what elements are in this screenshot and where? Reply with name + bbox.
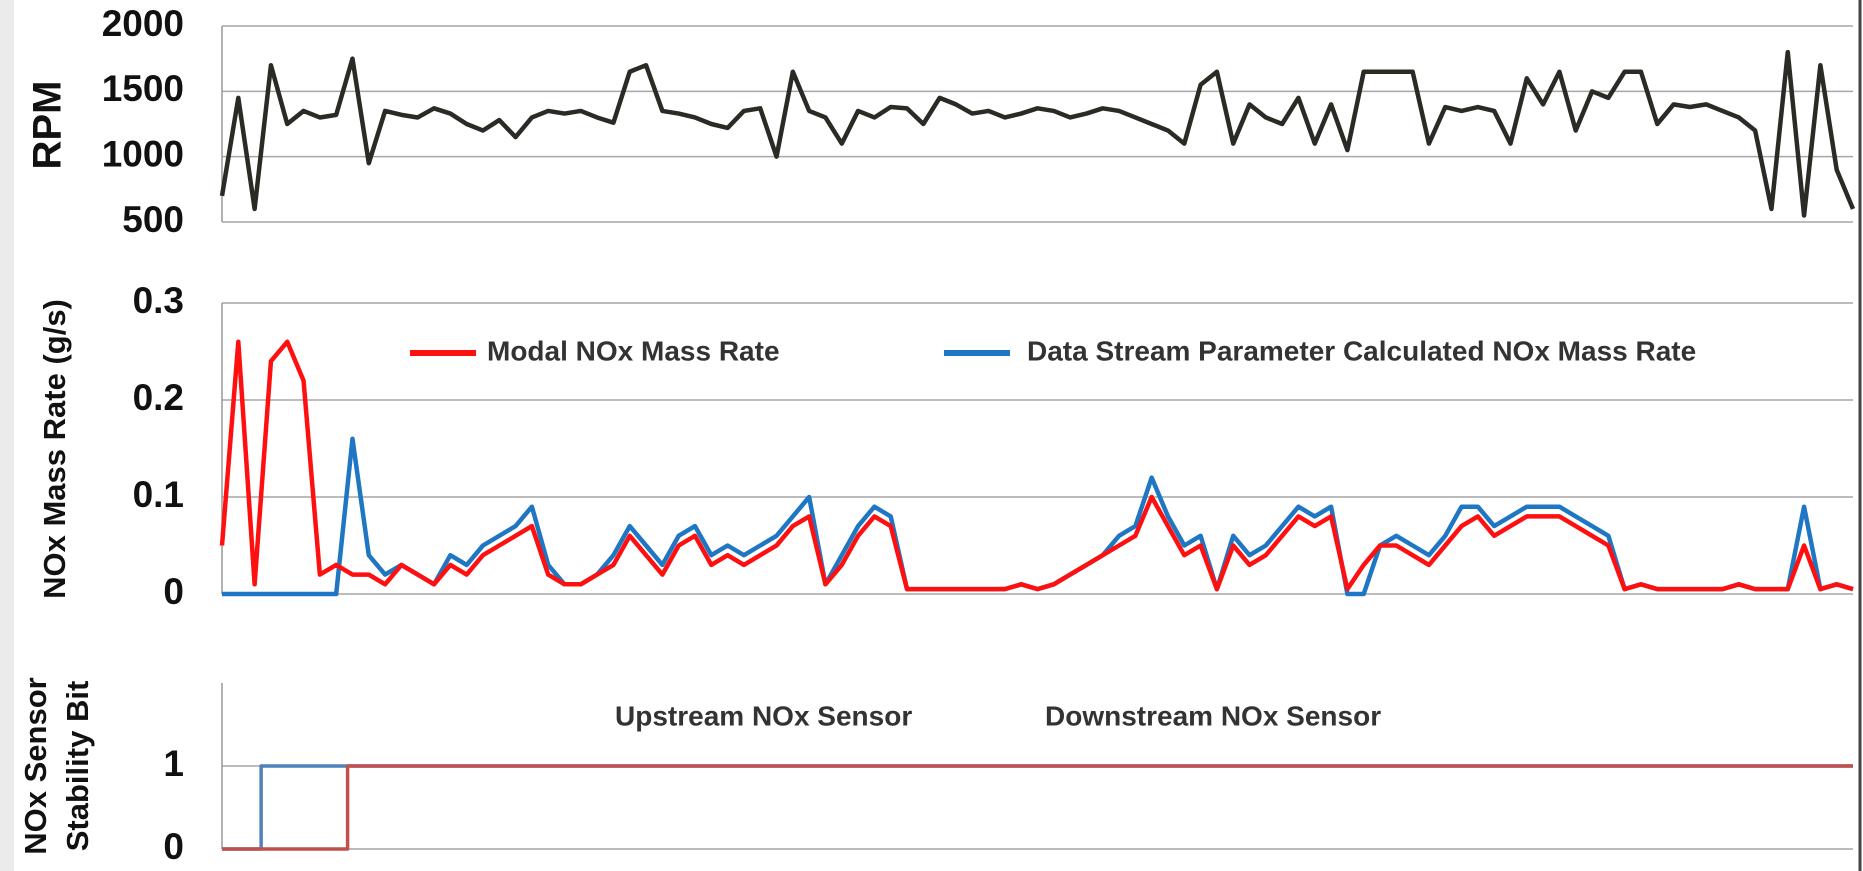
series-line (222, 764, 1853, 851)
chart: 500 1000 1500 2000 RPM (26, 3, 1856, 240)
y-tick-label: 0.2 (133, 377, 184, 418)
y-tick-label: 1 (163, 743, 184, 784)
y-axis-label: NOx Mass Rate (g/s) (37, 299, 72, 599)
chart: 0 0.1 0.2 0.3 NOx Mass Rate (g/s) Data Stream… (37, 280, 1854, 612)
chart: 0 1 NOx Sensor Stability Bit Upstream NOx Se… (18, 677, 1853, 867)
y-tick-label: 1500 (102, 68, 184, 109)
y-axis-label: NOx Sensor (18, 677, 53, 854)
series-line (222, 764, 1853, 851)
y-tick-label: 0 (163, 826, 184, 867)
y-tick-label: 0.3 (133, 280, 184, 321)
y-tick-label: 500 (122, 199, 184, 240)
y-axis-label: RPM (26, 81, 70, 170)
series-line (219, 339, 1854, 592)
y-tick-label: 0.1 (133, 474, 184, 515)
y-tick-label: 1000 (102, 133, 184, 174)
y-tick-label: 0 (163, 571, 184, 612)
legend-label: Data Stream Parameter Calculated NOx Mas… (1027, 335, 1696, 366)
series-line (222, 436, 1854, 597)
y-tick-label: 2000 (102, 3, 184, 44)
left-strip (0, 0, 14, 871)
legend-label: Downstream NOx Sensor (1045, 700, 1381, 731)
legend-label: Modal NOx Mass Rate (487, 335, 780, 366)
legend-label: Upstream NOx Sensor (615, 700, 912, 731)
y-axis-label: Stability Bit (60, 681, 95, 852)
series-line (219, 49, 1856, 218)
